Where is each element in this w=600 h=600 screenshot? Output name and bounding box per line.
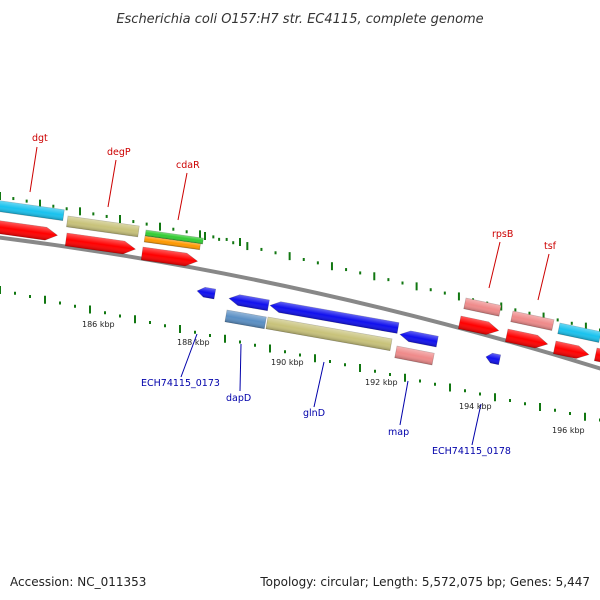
gene-red-3 xyxy=(140,246,199,267)
gene-label-dapD: dapD xyxy=(226,393,251,404)
tick-row-lower xyxy=(0,286,600,422)
scale-label: 186 kbp xyxy=(82,320,115,329)
gene-dapD xyxy=(224,309,267,330)
gene-label-map: map xyxy=(388,427,409,438)
gene-label-degP: degP xyxy=(107,147,131,158)
scale-label: 188 kbp xyxy=(177,338,210,347)
gene-label-dgt: dgt xyxy=(32,133,48,144)
scale-label: 194 kbp xyxy=(459,402,492,411)
gene-red-6 xyxy=(552,340,590,359)
gene-red-2 xyxy=(64,232,137,255)
gene-label-ECH74115_0173: ECH74115_0173 xyxy=(141,378,220,389)
leader-line xyxy=(313,361,325,408)
gene-labels: dgt degP cdaR rpsB tsf ECH74115_0173 dapD glnD m… xyxy=(32,133,557,457)
map-title: Escherichia coli O157:H7 str. EC4115, co… xyxy=(116,12,483,27)
gene-cdaR-orange xyxy=(143,235,201,251)
gene-label-tsf: tsf xyxy=(544,241,557,252)
gene-blue-4 xyxy=(399,330,439,348)
gene-map xyxy=(394,345,435,366)
gene-red-7 xyxy=(593,347,600,364)
leader-line xyxy=(488,241,501,289)
gene-degP xyxy=(66,215,140,238)
gene-red-5 xyxy=(504,328,549,349)
gene-rpsB xyxy=(463,297,502,317)
leader-line xyxy=(180,333,198,378)
gene-cdaR-green xyxy=(144,229,204,245)
label-leaders xyxy=(29,146,550,446)
gene-label-rpsB: rpsB xyxy=(492,229,513,240)
gene-blue-long xyxy=(269,301,400,334)
leader-line xyxy=(107,159,117,208)
scale-label: 192 kbp xyxy=(365,378,398,387)
tick-row-upper-left xyxy=(0,192,241,246)
features xyxy=(0,199,600,366)
leader-line xyxy=(177,172,188,221)
gene-blue-2 xyxy=(228,294,270,312)
leader-line xyxy=(537,253,550,301)
genome-summary-text: Topology: circular; Length: 5,572,075 bp… xyxy=(259,575,590,589)
gene-ECH74115_0178 xyxy=(485,352,502,366)
accession-text: Accession: NC_011353 xyxy=(10,575,146,589)
gene-tsf xyxy=(510,310,555,331)
gene-label-cdaR: cdaR xyxy=(176,160,200,171)
leader-line xyxy=(29,146,38,193)
scale-label: 190 kbp xyxy=(271,358,304,367)
leader-line xyxy=(239,343,242,392)
gene-red-4 xyxy=(457,315,500,335)
gene-glnD xyxy=(265,316,393,352)
gene-label-ECH74115_0178: ECH74115_0178 xyxy=(432,446,511,457)
gene-label-glnD: glnD xyxy=(303,408,325,419)
scale-label: 196 kbp xyxy=(552,426,585,435)
gene-red-1 xyxy=(0,219,59,241)
gene-cyan-left xyxy=(0,199,65,221)
leader-line xyxy=(471,403,482,446)
genome-backbone xyxy=(0,235,600,371)
gene-ECH74115_0173 xyxy=(196,286,217,300)
gene-cyan-right xyxy=(557,322,600,343)
leader-line xyxy=(399,380,409,426)
scale-labels: 186 kbp 188 kbp 190 kbp 192 kbp 194 kbp 196 k… xyxy=(82,320,585,435)
